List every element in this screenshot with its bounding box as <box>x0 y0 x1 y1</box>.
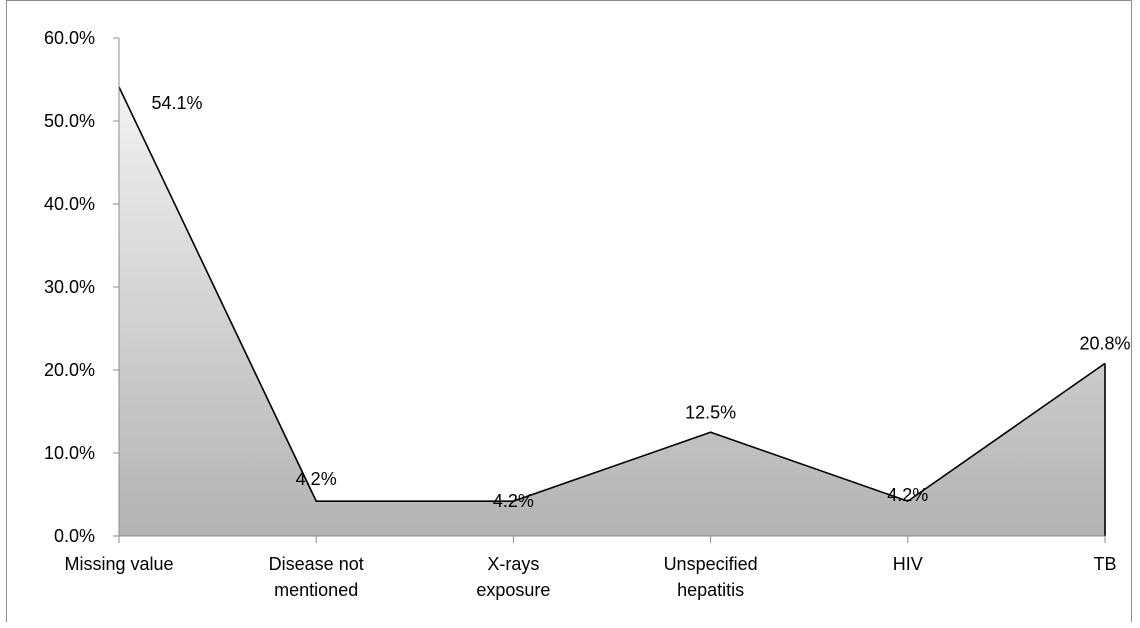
data-label: 4.2% <box>296 469 337 489</box>
y-tick-label: 0.0% <box>54 526 95 546</box>
y-tick-label: 20.0% <box>44 360 95 380</box>
x-tick-label: Disease not mentioned <box>269 554 364 600</box>
y-tick-label: 60.0% <box>44 28 95 48</box>
data-label: 12.5% <box>685 402 736 422</box>
y-tick-label: 10.0% <box>44 443 95 463</box>
chart-frame <box>6 0 1132 622</box>
data-label: 54.1% <box>151 93 202 113</box>
x-tick-label: Missing value <box>64 554 173 574</box>
data-label: 20.8% <box>1079 333 1130 353</box>
x-tick-label: X-rays exposure <box>476 554 550 600</box>
y-tick-label: 30.0% <box>44 277 95 297</box>
x-tick-label: Unspecified hepatitis <box>664 554 758 600</box>
data-label: 4.2% <box>887 485 928 505</box>
x-tick-label: TB <box>1093 554 1116 574</box>
x-tick-label: HIV <box>893 554 923 574</box>
series-line <box>118 86 1106 503</box>
area-fill <box>119 86 1105 536</box>
y-tick-label: 50.0% <box>44 111 95 131</box>
y-tick-label: 40.0% <box>44 194 95 214</box>
data-label: 4.2% <box>493 491 534 511</box>
